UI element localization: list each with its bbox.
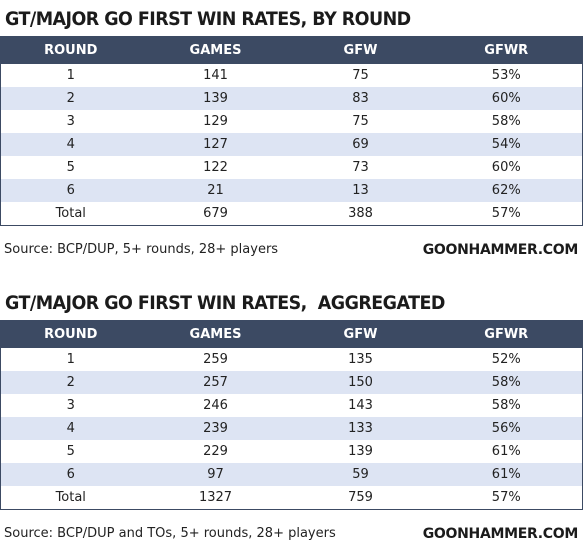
header-row: ROUND GAMES GFW GFWR — [0, 320, 583, 348]
cell-gfw: 388 — [348, 206, 373, 221]
table-row: 5 122 73 60% — [1, 156, 583, 179]
cell-games: 122 — [203, 160, 228, 175]
cell-round: 5 — [66, 444, 75, 459]
win-rate-table: ROUND GAMES GFW GFWR 1 259 135 52% 2 257… — [0, 320, 583, 510]
table-footer: Source: BCP/DUP and TOs, 5+ rounds, 28+ … — [0, 522, 584, 546]
cell-gfw: 75 — [352, 68, 369, 83]
cell-gfwr: 58% — [491, 114, 521, 129]
table-row: 6 21 13 62% — [0, 179, 583, 202]
cell-gfw: 83 — [290, 87, 431, 110]
brand-label: GOONHAMMER.COM — [422, 526, 579, 542]
table-title: GT/MAJOR GO FIRST WIN RATES, BY ROUND — [5, 8, 411, 30]
cell-round: 4 — [0, 417, 141, 440]
cell-round: 4 — [0, 133, 141, 156]
cell-round: 1 — [66, 68, 75, 83]
cell-games: 229 — [203, 444, 228, 459]
cell-games: 139 — [140, 87, 291, 110]
table-row: 4 239 133 56% — [0, 417, 583, 440]
cell-gfw: 13 — [290, 179, 431, 202]
cell-gfw: 143 — [348, 398, 373, 413]
cell-gfwr: 60% — [430, 87, 583, 110]
cell-round: 1 — [66, 352, 75, 367]
cell-games: 129 — [203, 114, 228, 129]
cell-games: 127 — [140, 133, 291, 156]
cell-games: 1327 — [198, 490, 233, 505]
header-gfw: GFW — [290, 320, 431, 348]
table-row: 1 141 75 53% — [1, 64, 583, 87]
cell-gfwr: 52% — [491, 352, 521, 367]
cell-gfw: 759 — [348, 490, 373, 505]
win-rate-table: ROUND GAMES GFW GFWR 1 141 75 53% 2 139 … — [0, 36, 583, 226]
brand-label: GOONHAMMER.COM — [422, 242, 579, 258]
table-row: 2 139 83 60% — [0, 87, 583, 110]
header-gfwr: GFWR — [430, 320, 583, 348]
table-row: 1 259 135 52% — [1, 348, 583, 371]
cell-games: 97 — [140, 463, 291, 486]
table-row: 4 127 69 54% — [0, 133, 583, 156]
cell-gfwr: 61% — [491, 444, 521, 459]
table-row: 2 257 150 58% — [0, 371, 583, 394]
cell-round: Total — [55, 206, 86, 221]
cell-games: 239 — [140, 417, 291, 440]
cell-games: 141 — [203, 68, 228, 83]
cell-round: 2 — [0, 371, 141, 394]
cell-round: 6 — [0, 463, 141, 486]
cell-gfw: 59 — [290, 463, 431, 486]
cell-gfwr: 57% — [491, 490, 521, 505]
table-row: 3 129 75 58% — [1, 110, 583, 133]
cell-round: 5 — [66, 160, 75, 175]
table-title: GT/MAJOR GO FIRST WIN RATES, AGGREGATED — [5, 292, 445, 314]
cell-gfwr: 53% — [491, 68, 521, 83]
table-row-total: Total 1327 759 57% — [1, 486, 583, 510]
cell-games: 259 — [203, 352, 228, 367]
cell-gfwr: 58% — [430, 371, 583, 394]
cell-round: 2 — [0, 87, 141, 110]
cell-gfwr: 60% — [491, 160, 521, 175]
cell-gfwr: 57% — [491, 206, 521, 221]
source-note: Source: BCP/DUP and TOs, 5+ rounds, 28+ … — [4, 526, 336, 541]
table-footer: Source: BCP/DUP, 5+ rounds, 28+ players … — [0, 238, 584, 262]
table-row: 3 246 143 58% — [1, 394, 583, 417]
header-games: GAMES — [140, 36, 291, 64]
cell-gfw: 150 — [290, 371, 431, 394]
cell-gfw: 75 — [352, 114, 369, 129]
table-row: 5 229 139 61% — [1, 440, 583, 463]
source-note: Source: BCP/DUP, 5+ rounds, 28+ players — [4, 242, 279, 257]
cell-round: Total — [55, 490, 86, 505]
header-round: ROUND — [0, 320, 141, 348]
cell-gfw: 135 — [348, 352, 373, 367]
cell-gfwr: 56% — [430, 417, 583, 440]
header-round: ROUND — [0, 36, 141, 64]
cell-games: 679 — [203, 206, 228, 221]
cell-gfw: 69 — [290, 133, 431, 156]
cell-round: 6 — [0, 179, 141, 202]
cell-gfwr: 54% — [430, 133, 583, 156]
header-games: GAMES — [140, 320, 291, 348]
header-gfwr: GFWR — [430, 36, 583, 64]
header-gfw: GFW — [290, 36, 431, 64]
cell-round: 3 — [66, 114, 75, 129]
cell-games: 257 — [140, 371, 291, 394]
table-row: 6 97 59 61% — [0, 463, 583, 486]
cell-games: 246 — [203, 398, 228, 413]
cell-gfwr: 58% — [491, 398, 521, 413]
cell-gfw: 73 — [352, 160, 369, 175]
cell-gfw: 133 — [290, 417, 431, 440]
cell-gfwr: 61% — [430, 463, 583, 486]
header-row: ROUND GAMES GFW GFWR — [0, 36, 583, 64]
cell-round: 3 — [66, 398, 75, 413]
table-row-total: Total 679 388 57% — [1, 202, 583, 226]
cell-games: 21 — [140, 179, 291, 202]
cell-gfwr: 62% — [430, 179, 583, 202]
cell-gfw: 139 — [348, 444, 373, 459]
